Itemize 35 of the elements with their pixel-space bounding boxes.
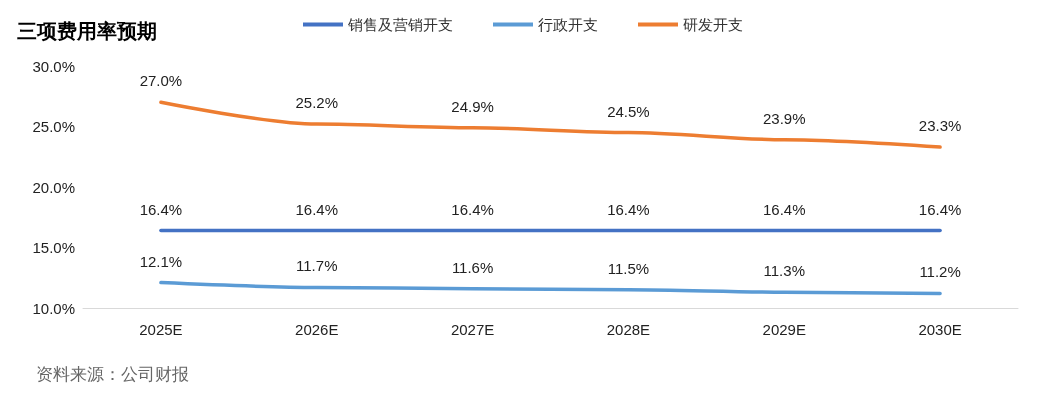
legend-label: 销售及营销开支 [347, 15, 453, 34]
line-series [159, 280, 942, 296]
data-label: 11.3% [763, 262, 805, 280]
legend-label: 研发开支 [683, 15, 743, 34]
data-label: 11.7% [296, 257, 338, 275]
data-label: 16.4% [451, 200, 494, 218]
y-tick-label: 30.0% [32, 57, 75, 75]
data-label: 23.3% [918, 117, 962, 135]
y-tick-label: 15.0% [32, 239, 75, 256]
data-label: 12.1% [139, 252, 183, 270]
x-tick-label: 2025E [139, 321, 183, 338]
y-tick-label: 20.0% [32, 178, 75, 196]
data-label: 16.4% [918, 200, 962, 218]
data-label: 16.4% [139, 200, 183, 218]
data-label: 16.4% [607, 200, 650, 218]
y-tick-label: 25.0% [32, 118, 75, 135]
x-tick-label: 2027E [450, 321, 495, 338]
data-label: 11.6% [451, 258, 494, 276]
x-tick-label: 2029E [762, 321, 806, 338]
y-tick-label: 10.0% [32, 299, 75, 317]
x-tick-label: 2030E [918, 321, 962, 338]
x-tick-label: 2028E [606, 321, 651, 338]
text: 资料来源：公司财报 [36, 363, 189, 384]
data-label: 11.5% [607, 259, 650, 277]
data-label: 25.2% [295, 94, 339, 112]
data-label: 23.9% [762, 109, 806, 127]
data-label: 27.0% [139, 72, 183, 90]
data-label: 24.5% [607, 102, 650, 120]
data-label: 16.4% [762, 200, 806, 218]
data-label: 11.2% [919, 263, 961, 281]
x-tick-label: 2026E [295, 321, 339, 338]
chart-title: 三项费用率预期 [17, 19, 157, 43]
data-label: 24.9% [451, 97, 494, 115]
data-label: 16.4% [295, 200, 339, 218]
legend-label: 行政开支 [538, 15, 598, 34]
